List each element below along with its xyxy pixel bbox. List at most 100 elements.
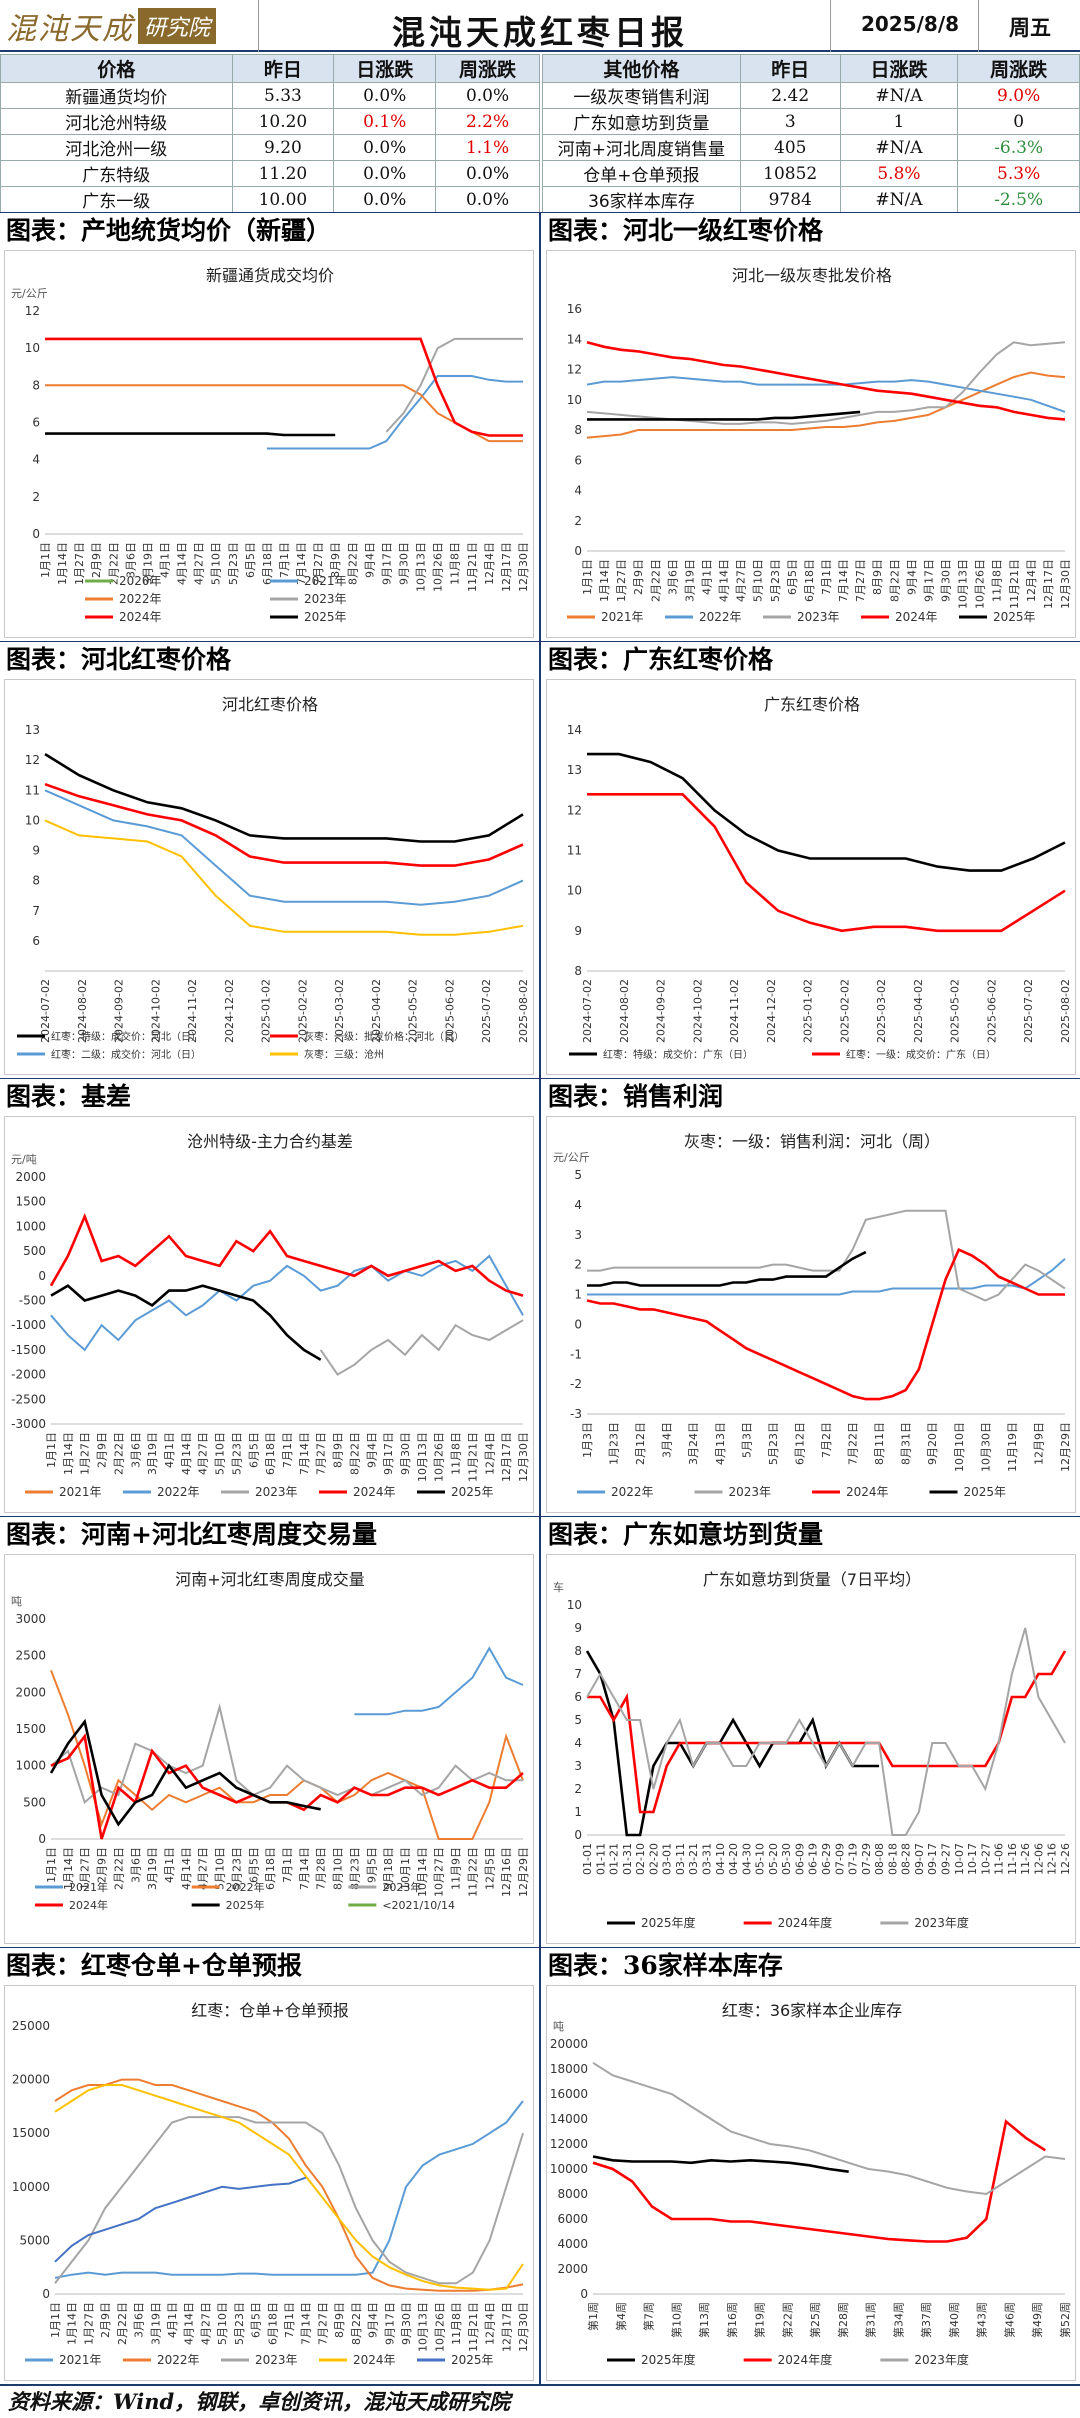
y-axis-unit: 吨 — [11, 1595, 22, 1608]
y-axis-unit: 吨 — [553, 2020, 564, 2033]
x-tick-label: 4月13日 — [714, 1422, 727, 1465]
x-tick-label: 6月18日 — [266, 2302, 279, 2345]
x-tick-label: 05-20 — [767, 1843, 780, 1875]
y-tick-label: 10 — [567, 393, 582, 407]
x-tick-label: 4月14日 — [180, 1432, 193, 1475]
table-cell: 2.42 — [739, 82, 841, 109]
table-cell: 1.1% — [435, 134, 540, 161]
x-tick-label: 2025-07-02 — [480, 979, 493, 1043]
table-row: 河北沧州特级 10.20 0.1% 2.2% — [0, 108, 540, 135]
x-tick-label: 09-27 — [940, 1843, 953, 1875]
table-row: 新疆通货均价 5.33 0.0% 0.0% — [0, 82, 540, 109]
x-tick-label: 1月1日 — [45, 1847, 58, 1883]
y-tick-label: 16000 — [550, 2087, 588, 2101]
y-tick-label: 18000 — [550, 2062, 588, 2076]
x-tick-label: 12月29日 — [517, 1847, 530, 1897]
y-tick-label: 2 — [574, 514, 582, 528]
x-tick-label: 2025-04-02 — [912, 979, 925, 1043]
x-tick-label: 2024-11-02 — [728, 979, 741, 1043]
x-tick-label: 2024-09-02 — [655, 979, 668, 1043]
y-tick-label: 6 — [574, 453, 582, 467]
x-tick-label: 10月1日 — [399, 1847, 412, 1890]
x-tick-label: 第49周 — [1030, 2302, 1044, 2338]
x-tick-label: 第40周 — [947, 2302, 961, 2338]
x-tick-label: 6月18日 — [264, 1432, 277, 1475]
table-cell: 0.0% — [435, 160, 540, 187]
section-title-guangdong-price: 图表：广东红枣价格 — [548, 643, 774, 677]
price-table-right: 其他价格 昨日 日涨跌 周涨跌 一级灰枣销售利润 2.42 #N/A 9.0% 广东如意坊到货量… — [542, 54, 1080, 213]
table-cell: 新疆通货均价 — [0, 82, 233, 109]
x-tick-label: 2024-11-02 — [186, 979, 199, 1043]
series-line — [54, 2084, 524, 2291]
x-tick-label: 12-16 — [1046, 1843, 1059, 1875]
x-tick-label: 第10周 — [669, 2302, 683, 2338]
x-tick-label: 12月9日 — [1032, 1422, 1045, 1465]
series-line — [586, 341, 1066, 421]
y-tick-label: 1 — [574, 1288, 582, 1302]
x-tick-label: 09-07 — [913, 1843, 926, 1875]
x-tick-label: 4月1日 — [701, 559, 714, 595]
y-tick-label: 3 — [574, 1759, 582, 1773]
x-tick-label: 02-20 — [647, 1843, 660, 1875]
x-tick-label: 第43周 — [975, 2302, 989, 2338]
y-tick-label: 12 — [567, 363, 582, 377]
legend-label: 2022年 — [226, 1880, 265, 1894]
y-tick-label: 12 — [25, 304, 40, 318]
y-axis-unit: 元/公斤 — [11, 287, 48, 300]
series-line — [586, 1247, 1065, 1401]
y-tick-label: -500 — [19, 1294, 46, 1308]
series-line — [54, 2176, 307, 2263]
x-tick-label: 2月22日 — [649, 559, 662, 602]
x-tick-label: 8月9日 — [871, 559, 884, 595]
y-tick-label: 15000 — [12, 2126, 50, 2140]
table-cell: #N/A — [839, 134, 959, 161]
y-tick-label: 3 — [574, 1228, 582, 1242]
x-tick-label: 10月14日 — [416, 1847, 429, 1897]
x-tick-label: 5月23日 — [767, 1422, 780, 1465]
table-cell: 1 — [839, 108, 959, 135]
legend-label: 红枣：一级：成交价：广东（日） — [846, 1048, 996, 1061]
x-tick-label: 2024-10-02 — [149, 979, 162, 1043]
x-tick-label: 2025-06-02 — [985, 979, 998, 1043]
x-tick-label: 5月10日 — [216, 2302, 229, 2345]
x-tick-label: 10月27日 — [433, 1847, 446, 1897]
y-tick-label: 2000 — [15, 1170, 46, 1184]
table-cell: 0.0% — [333, 134, 437, 161]
table-cell: 10.00 — [231, 186, 335, 213]
source-footer: 资料来源：Wind，钢联，卓创资讯，混沌天成研究院 — [0, 2384, 1080, 2418]
x-tick-label: 10月13日 — [415, 542, 428, 592]
x-tick-label: 3月19日 — [146, 1432, 159, 1475]
x-tick-label: 12月30日 — [517, 1432, 530, 1482]
x-tick-label: 9月30日 — [400, 2302, 413, 2345]
x-tick-label: 12月16日 — [500, 1847, 513, 1897]
y-tick-label: 8 — [32, 378, 40, 392]
x-tick-label: 3月6日 — [666, 559, 679, 595]
y-axis-unit: 元/吨 — [11, 1153, 37, 1166]
y-tick-label: 0 — [42, 2287, 50, 2301]
y-tick-label: 3000 — [15, 1612, 46, 1626]
chart-guangdong-jujube-price: 广东红枣价格 8 9 10 11 12 13 14 2024-07-02 2024-08-02 20… — [546, 679, 1076, 1075]
table-cell: 0.0% — [333, 186, 437, 213]
x-tick-label: 1月1日 — [581, 559, 594, 595]
table-cell: 9784 — [739, 186, 841, 213]
x-tick-label: 2024-10-02 — [691, 979, 704, 1043]
y-tick-label: 0 — [38, 1832, 46, 1846]
y-tick-label: 5 — [574, 1168, 582, 1182]
table-row: 一级灰枣销售利润 2.42 #N/A 9.0% — [542, 82, 1080, 109]
legend-label: 2022年 — [699, 610, 742, 624]
series-line — [266, 375, 523, 450]
x-tick-label: 11月21日 — [467, 2302, 480, 2352]
section-title-arrivals: 图表：广东如意坊到货量 — [548, 1518, 824, 1552]
y-tick-label: -1 — [570, 1347, 582, 1361]
x-tick-label: 1月14日 — [62, 1432, 75, 1475]
x-tick-label: 7月27日 — [315, 1432, 328, 1475]
table-header: 周涨跌 — [957, 54, 1080, 83]
report-header: 混沌天成 研究院 混沌天成红枣日报 2025/8/8 周五 — [0, 0, 1080, 52]
table-cell: 5.3% — [957, 160, 1080, 187]
series-line — [49, 1213, 524, 1297]
x-tick-label: 03-01 — [661, 1843, 674, 1875]
series-line — [50, 1284, 322, 1361]
y-tick-label: 8 — [32, 874, 40, 888]
table-cell: 0 — [957, 108, 1080, 135]
series-line — [44, 782, 524, 867]
